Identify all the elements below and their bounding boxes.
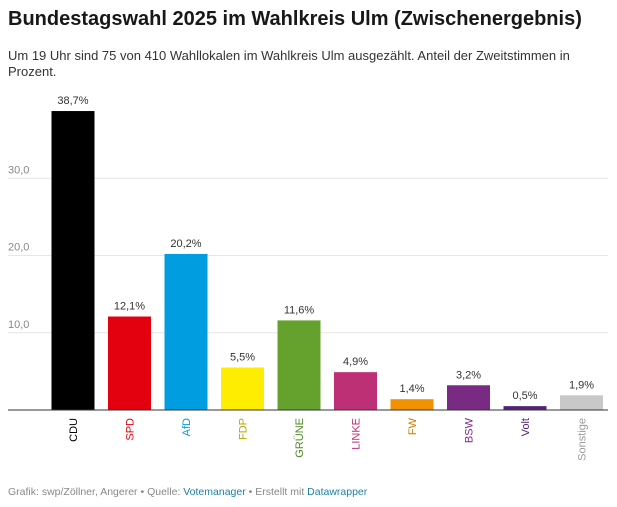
bar-bsw: [447, 385, 490, 410]
category-label-bsw: BSW: [464, 417, 476, 443]
footer-credit: Grafik: swp/Zöllner, Angerer • Quelle:: [8, 486, 184, 498]
chart-title: Bundestagswahl 2025 im Wahlkreis Ulm (Zw…: [8, 8, 582, 30]
category-label-afd: AfD: [181, 418, 193, 436]
y-tick-label: 20,0: [8, 242, 29, 254]
footer-made-with: • Erstellt mit: [245, 486, 308, 498]
bar-sonstige: [560, 395, 603, 410]
bar-linke: [334, 372, 377, 410]
value-label-fdp: 5,5%: [230, 352, 255, 364]
value-label-spd: 12,1%: [114, 301, 145, 313]
bar-fw: [390, 399, 434, 410]
category-label-volt: Volt: [520, 418, 532, 436]
category-label-linke: LINKE: [351, 418, 363, 450]
value-label-cdu: 38,7%: [57, 95, 88, 107]
category-label-cdu: CDU: [68, 418, 80, 442]
value-label-sonstige: 1,9%: [569, 379, 594, 391]
category-label-grüne: GRÜNE: [294, 418, 306, 458]
category-label-fw: FW: [407, 417, 419, 435]
bar-chart: 10,0 20,0 30,0 38,7% CDU 12,1% SPD 20,2% AfD 5,5%…: [8, 95, 608, 461]
category-label-fdp: FDP: [238, 418, 250, 440]
bar-volt: [503, 406, 547, 410]
value-label-linke: 4,9%: [343, 356, 368, 368]
value-label-grüne: 11,6%: [284, 304, 315, 316]
value-label-afd: 20,2%: [170, 238, 201, 250]
source-link[interactable]: Votemanager: [183, 486, 246, 498]
datawrapper-link[interactable]: Datawrapper: [307, 486, 368, 498]
y-tick-label: 10,0: [8, 319, 29, 331]
value-label-volt: 0,5%: [512, 390, 537, 402]
value-label-fw: 1,4%: [399, 383, 424, 395]
bar-grüne: [277, 320, 321, 410]
category-label-spd: SPD: [125, 418, 137, 441]
footer: Grafik: swp/Zöllner, Angerer • Quelle: V…: [8, 486, 367, 498]
chart-subtitle: Um 19 Uhr sind 75 von 410 Wahllokalen im…: [8, 48, 570, 79]
bar-spd: [108, 316, 151, 410]
bar-afd: [164, 253, 208, 410]
category-label-sonstige: Sonstige: [577, 418, 589, 461]
bar-fdp: [221, 367, 264, 410]
bar-cdu: [51, 111, 95, 410]
value-label-bsw: 3,2%: [456, 369, 481, 381]
y-tick-label: 30,0: [8, 164, 29, 176]
